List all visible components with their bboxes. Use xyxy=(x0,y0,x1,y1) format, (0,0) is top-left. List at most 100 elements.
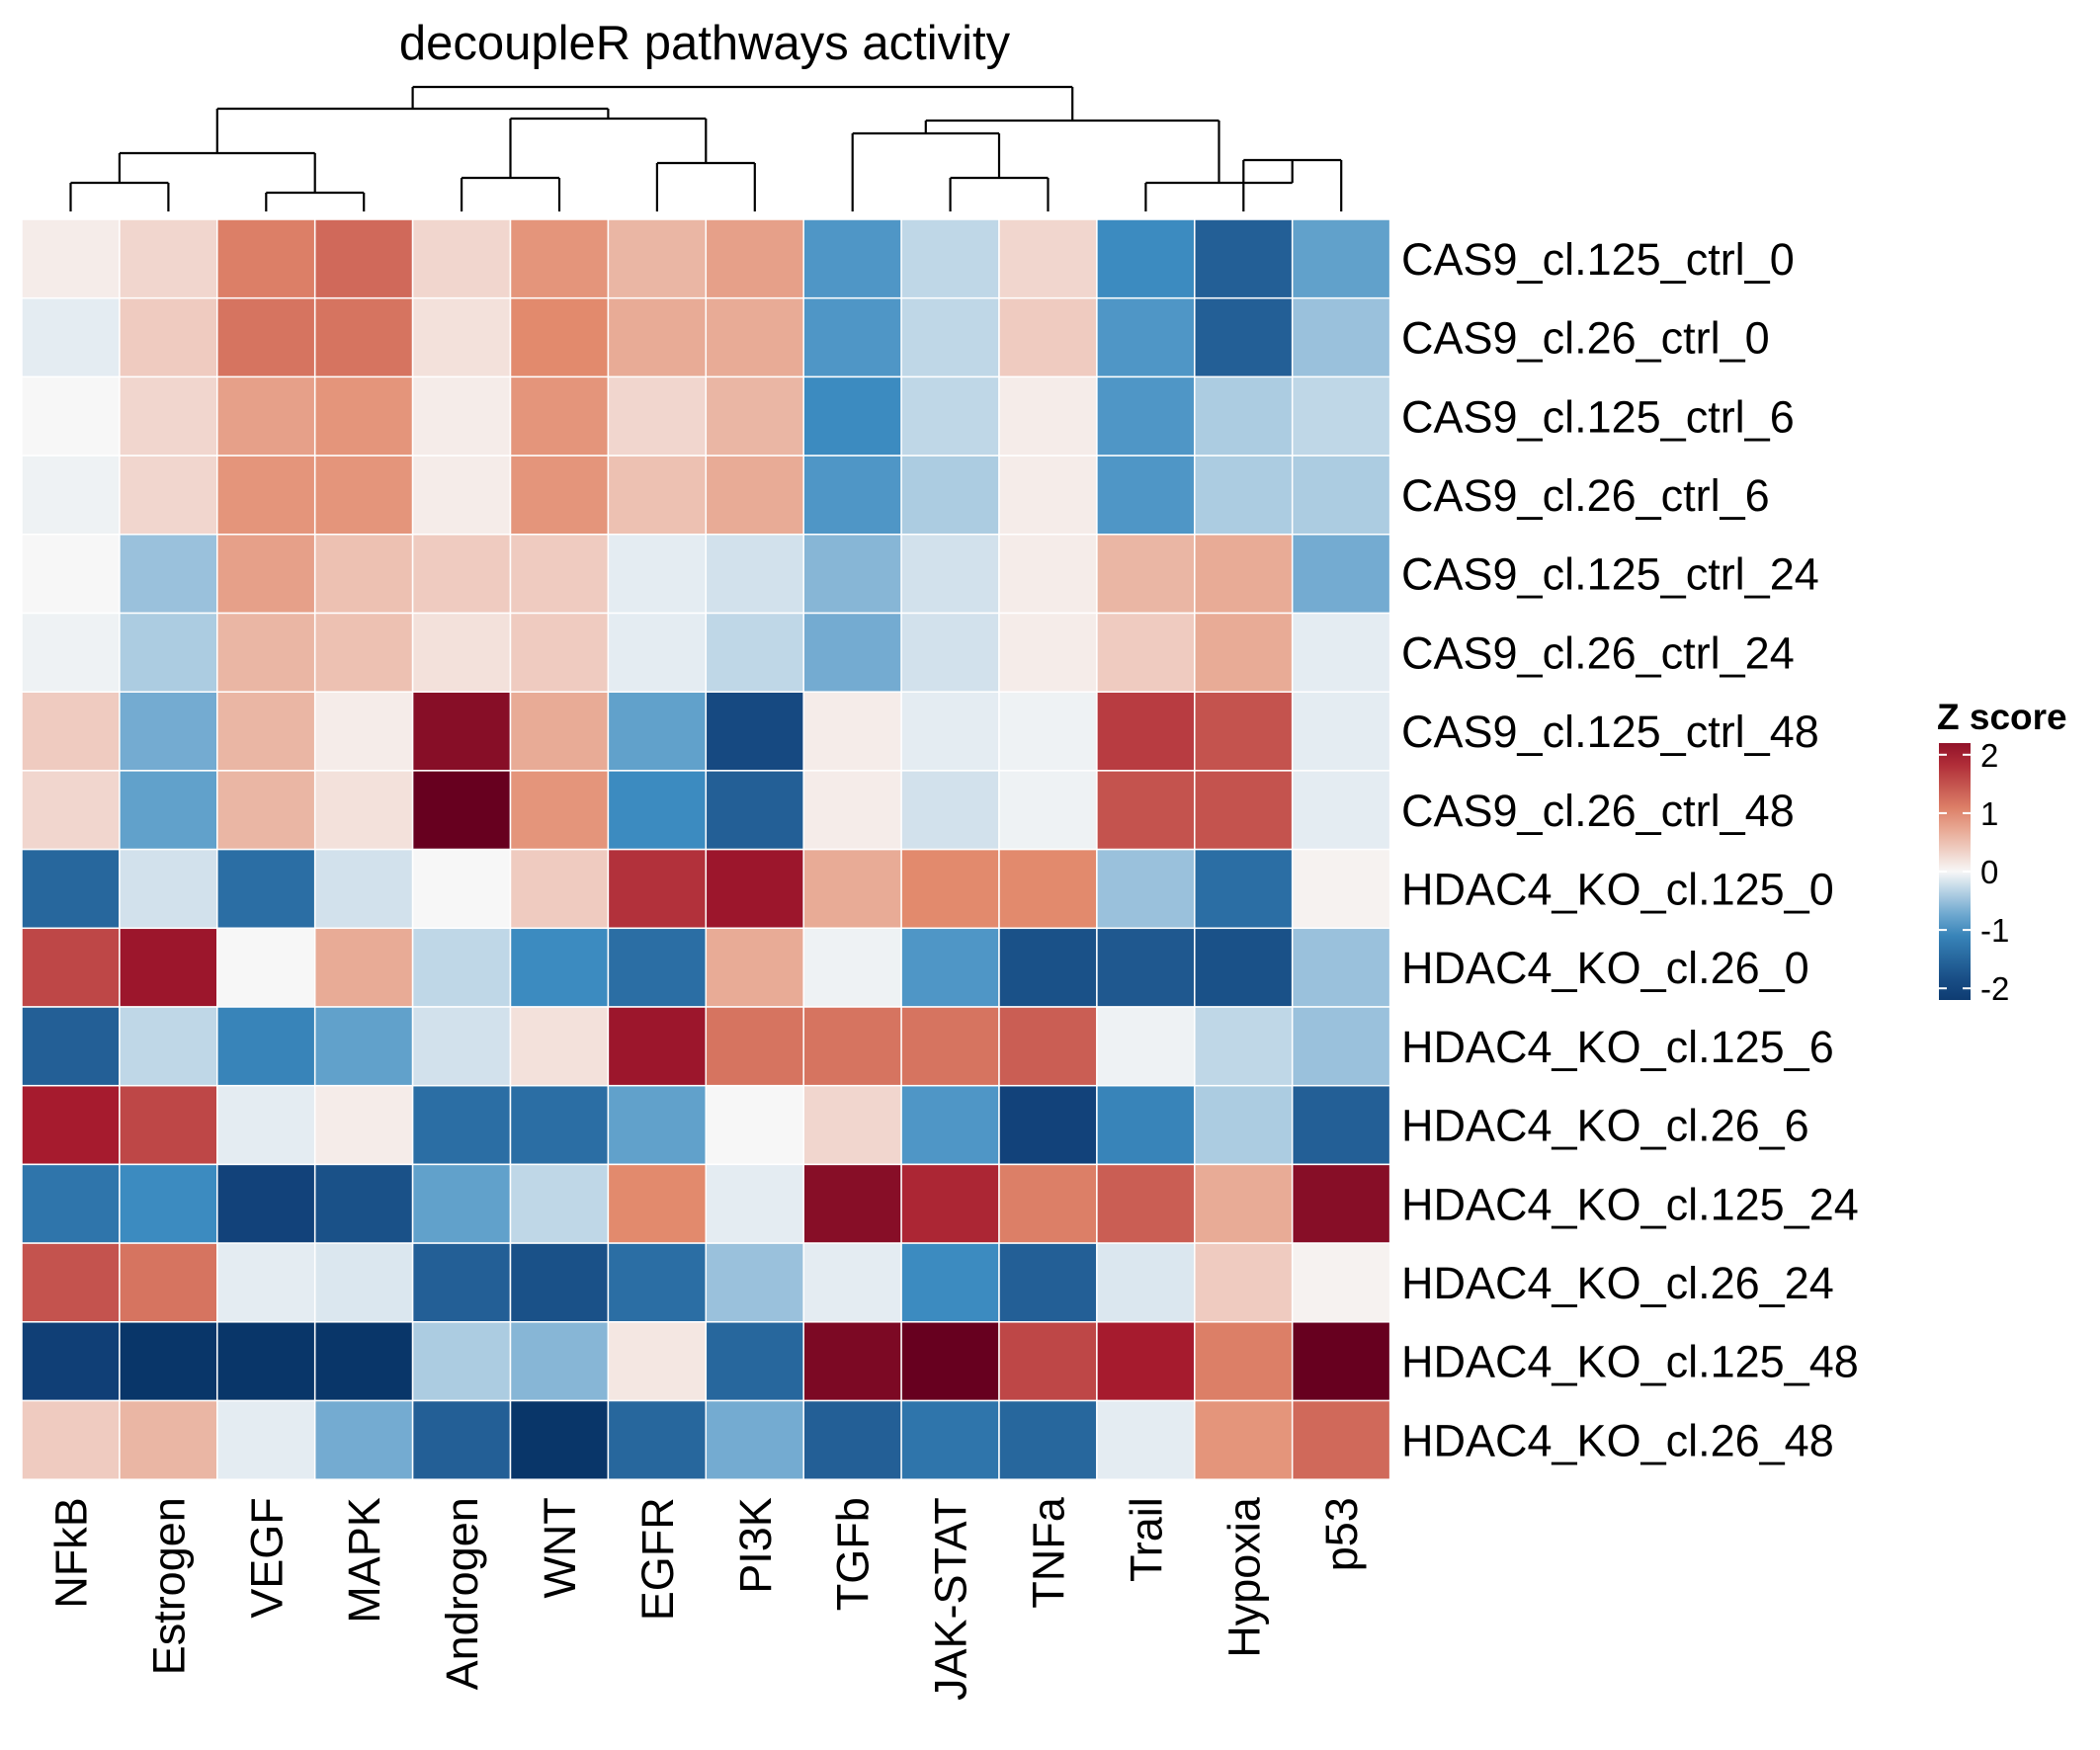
heatmap-cell xyxy=(705,455,804,536)
heatmap-cell xyxy=(802,1163,902,1244)
heatmap-cell xyxy=(705,612,804,693)
column-label: NFkB xyxy=(46,1497,97,1609)
heatmap-cell xyxy=(313,375,414,457)
column-label: Estrogen xyxy=(143,1497,194,1675)
heatmap-cell xyxy=(705,534,804,615)
heatmap-cell xyxy=(411,1163,512,1244)
heatmap-cell xyxy=(21,770,121,851)
heatmap-cell xyxy=(509,848,610,930)
heatmap-cell xyxy=(313,218,414,299)
heatmap-cell xyxy=(1291,1321,1391,1402)
row-label: CAS9_cl.26_ctrl_0 xyxy=(1401,313,1770,364)
heatmap-cell xyxy=(802,218,902,299)
heatmap-cell xyxy=(1291,375,1391,457)
heatmap-cell xyxy=(216,1163,316,1244)
heatmap-cell xyxy=(1194,1163,1294,1244)
heatmap-cell xyxy=(900,455,1000,536)
legend-tick-label: 0 xyxy=(1980,854,1998,890)
heatmap-cell xyxy=(998,218,1098,299)
heatmap-cell xyxy=(1291,218,1391,299)
heatmap-cell xyxy=(411,375,512,457)
heatmap-cell xyxy=(998,1321,1098,1402)
heatmap-cell xyxy=(21,218,121,299)
column-label: MAPK xyxy=(339,1497,389,1624)
heatmap-cell xyxy=(313,296,414,378)
heatmap-cell xyxy=(705,691,804,772)
heatmap-cell xyxy=(313,1242,414,1323)
heatmap-cell xyxy=(21,1242,121,1323)
heatmap-cell xyxy=(1096,1163,1196,1244)
heatmap-cell xyxy=(411,691,512,772)
heatmap-cell xyxy=(1096,218,1196,299)
heatmap-cell xyxy=(411,1006,512,1087)
heatmap-cell xyxy=(509,1163,610,1244)
row-label: HDAC4_KO_cl.125_24 xyxy=(1401,1179,1859,1229)
heatmap-cell xyxy=(1291,691,1391,772)
heatmap-cell xyxy=(1194,534,1294,615)
heatmap-cell xyxy=(1096,1399,1196,1480)
heatmap-cell xyxy=(411,1084,512,1166)
heatmap-cell xyxy=(802,375,902,457)
heatmap-cell xyxy=(802,1399,902,1480)
heatmap-cell xyxy=(998,455,1098,536)
heatmap-cell xyxy=(607,1242,708,1323)
heatmap-cell xyxy=(411,218,512,299)
heatmap-cell xyxy=(705,1242,804,1323)
heatmap-cell xyxy=(216,1321,316,1402)
heatmap-cell xyxy=(119,1242,218,1323)
heatmap-cell xyxy=(607,1084,708,1166)
heatmap-cell xyxy=(119,1399,218,1480)
heatmap-cell xyxy=(119,691,218,772)
heatmap-cell xyxy=(607,534,708,615)
heatmap-cell xyxy=(1291,1163,1391,1244)
heatmap-cell xyxy=(119,296,218,378)
heatmap-cell xyxy=(1096,1242,1196,1323)
heatmap-cell xyxy=(1096,1006,1196,1087)
heatmap-cell xyxy=(998,1399,1098,1480)
heatmap-cell xyxy=(802,691,902,772)
row-label: HDAC4_KO_cl.125_6 xyxy=(1401,1022,1834,1072)
heatmap-cell xyxy=(21,1084,121,1166)
heatmap-cell xyxy=(998,1242,1098,1323)
heatmap-cell xyxy=(900,1084,1000,1166)
row-label: HDAC4_KO_cl.26_48 xyxy=(1401,1415,1834,1465)
heatmap-cell xyxy=(313,770,414,851)
column-label: TNFa xyxy=(1024,1496,1074,1608)
legend-title: Z score xyxy=(1937,697,2067,737)
heatmap-cell xyxy=(802,1321,902,1402)
heatmap-cell xyxy=(216,1084,316,1166)
column-label: Trail xyxy=(1121,1497,1171,1582)
heatmap-cell xyxy=(119,770,218,851)
heatmap-cell xyxy=(313,927,414,1008)
heatmap-cell xyxy=(1096,848,1196,930)
heatmap-cell xyxy=(998,1006,1098,1087)
heatmap-cell xyxy=(1096,927,1196,1008)
heatmap-cell xyxy=(1096,455,1196,536)
heatmap-cell xyxy=(900,691,1000,772)
column-dendrogram xyxy=(69,85,1343,211)
heatmap-cell xyxy=(509,612,610,693)
column-label: PI3K xyxy=(730,1497,781,1594)
heatmap-cell xyxy=(705,848,804,930)
heatmap-cell xyxy=(802,1006,902,1087)
heatmap-cell xyxy=(1291,534,1391,615)
heatmap-cell xyxy=(119,375,218,457)
heatmap-cell xyxy=(900,1163,1000,1244)
heatmap-cell xyxy=(1194,455,1294,536)
legend-tick-label: 2 xyxy=(1980,737,1998,774)
heatmap-cell xyxy=(998,770,1098,851)
heatmap-cell xyxy=(509,375,610,457)
heatmap-cell xyxy=(313,848,414,930)
heatmap-cell xyxy=(313,612,414,693)
heatmap-cell xyxy=(998,612,1098,693)
chart-title: decoupleR pathways activity xyxy=(399,17,1011,70)
heatmap-cell xyxy=(802,455,902,536)
heatmap-cell xyxy=(607,1163,708,1244)
heatmap-cell xyxy=(119,1084,218,1166)
column-label: TGFb xyxy=(828,1497,879,1611)
heatmap-cell xyxy=(509,534,610,615)
heatmap-cell xyxy=(607,848,708,930)
heatmap-cell xyxy=(216,296,316,378)
heatmap-cell xyxy=(900,218,1000,299)
heatmap-cell xyxy=(705,1399,804,1480)
